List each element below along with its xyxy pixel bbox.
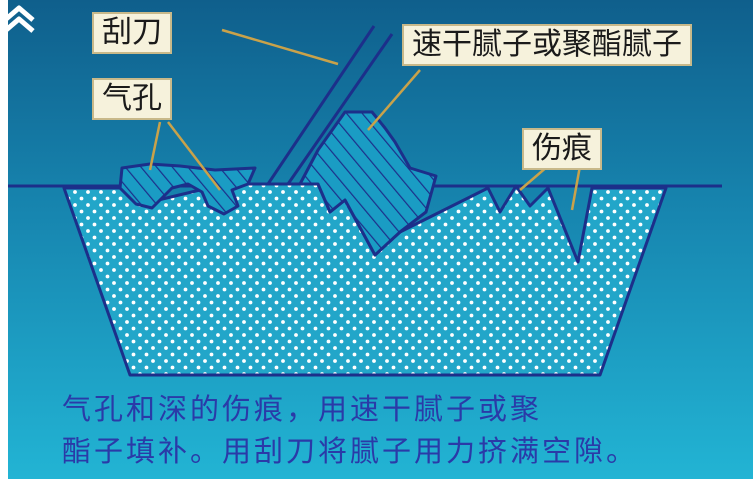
filler-blob <box>298 110 438 257</box>
scraper-blade-left <box>266 25 376 185</box>
double-chevron-up-icon[interactable] <box>0 0 38 36</box>
scraper-leader <box>221 28 339 66</box>
scraper-blade-right <box>286 33 394 185</box>
pinhole-leader-2 <box>167 121 221 191</box>
caption: 气孔和深的伤痕，用速干腻子或聚 酯子填补。用刮刀将腻子用力挤满空隙。 <box>62 388 638 472</box>
label-pinhole: 气孔 <box>92 78 172 120</box>
pinhole-filler <box>118 162 257 216</box>
caption-line-2: 酯子填补。用刮刀将腻子用力挤满空隙。 <box>62 434 639 468</box>
pinhole-leader-1 <box>148 121 162 171</box>
caption-line-1: 气孔和深的伤痕，用速干腻子或聚 <box>62 392 543 426</box>
filler-leader <box>367 69 421 131</box>
left-border <box>0 0 8 479</box>
scratch-leader-2 <box>570 165 582 211</box>
scratch-leader-1 <box>519 165 549 191</box>
label-filler: 速干腻子或聚酯腻子 <box>402 24 692 66</box>
label-scraper: 刮刀 <box>92 12 172 54</box>
label-scratch: 伤痕 <box>522 128 602 170</box>
